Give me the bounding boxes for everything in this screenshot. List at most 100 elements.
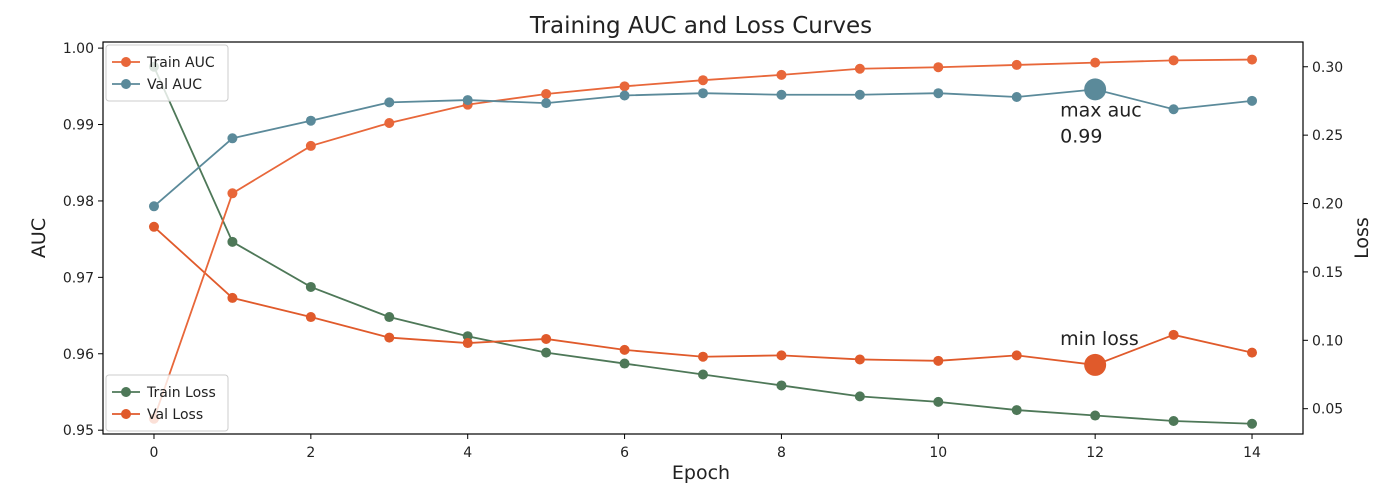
x-tick-label: 0 xyxy=(150,445,159,461)
legend-top-left: Train AUC Val AUC xyxy=(105,44,229,102)
val-auc-point xyxy=(1168,104,1179,115)
annotation-max-auc: max auc 0.99 xyxy=(1060,78,1142,147)
legend-entry-val-loss: Val Loss xyxy=(112,407,203,423)
legend-entry-train-auc: Train AUC xyxy=(112,55,215,71)
right-y-tick-label: 0.30 xyxy=(1312,60,1343,76)
val-auc-point xyxy=(1247,95,1258,106)
train-loss-point xyxy=(384,312,395,323)
annotation-text: min loss xyxy=(1060,328,1139,350)
train-auc-point xyxy=(227,188,238,199)
val-loss-point xyxy=(541,333,552,344)
legend-layer: Train AUC Val AUC Train Loss Val Loss xyxy=(105,44,229,432)
val-loss-point xyxy=(384,332,395,343)
legend-entry-train-loss: Train Loss xyxy=(112,385,216,401)
train-loss-point xyxy=(698,369,708,380)
val-loss-point xyxy=(305,312,316,323)
val-auc-point xyxy=(619,90,630,101)
axes-layer: 0 2 4 6 8 10 12 14 0.95 0.96 0.97 0.98 0.99 1.00 0.05 0… xyxy=(63,41,1343,461)
train-loss-point xyxy=(619,358,630,369)
train-auc-point xyxy=(541,88,552,99)
train-auc-point xyxy=(1011,59,1022,70)
right-y-tick-label: 0.20 xyxy=(1312,197,1343,213)
legend-box xyxy=(105,44,229,102)
train-auc-series xyxy=(148,54,1258,424)
train-loss-point xyxy=(933,396,944,407)
val-loss-point xyxy=(148,221,159,232)
x-tick-label: 4 xyxy=(463,445,472,461)
val-auc-point xyxy=(1011,92,1022,103)
legend-swatch-marker xyxy=(121,387,131,397)
train-auc-point xyxy=(1247,54,1258,65)
x-tick-label: 14 xyxy=(1243,445,1261,461)
val-loss-point xyxy=(776,350,787,361)
val-loss-point xyxy=(619,344,630,355)
train-auc-point xyxy=(384,117,395,128)
left-y-axis-label: AUC xyxy=(28,218,50,258)
legend-bottom-left: Train Loss Val Loss xyxy=(105,374,229,432)
plot-area-frame xyxy=(102,41,1304,435)
train-auc-point xyxy=(698,75,708,86)
val-loss-point xyxy=(1168,329,1179,340)
right-y-tick-label: 0.15 xyxy=(1312,265,1343,281)
val-loss-point xyxy=(933,355,944,366)
val-auc-point xyxy=(698,88,708,99)
val-loss-point xyxy=(462,338,473,349)
train-auc-point xyxy=(305,140,316,151)
left-y-tick-label: 0.95 xyxy=(63,423,94,439)
val-loss-series xyxy=(148,221,1258,370)
annotation-layer: max auc 0.99 min loss xyxy=(1060,78,1142,376)
train-auc-point xyxy=(619,81,630,92)
annotation-marker xyxy=(1084,78,1107,101)
right-y-tick-label: 0.10 xyxy=(1312,333,1343,349)
left-y-tick-label: 0.96 xyxy=(63,347,94,363)
legend-label: Val AUC xyxy=(147,77,202,93)
val-auc-point xyxy=(227,133,238,144)
right-y-tick-label: 0.25 xyxy=(1312,128,1343,144)
train-loss-series xyxy=(148,61,1258,429)
train-loss-point xyxy=(1168,416,1179,427)
val-loss-point xyxy=(1247,347,1258,358)
legend-label: Val Loss xyxy=(147,407,203,423)
legend-entry-val-auc: Val AUC xyxy=(112,77,202,93)
val-auc-point xyxy=(933,88,944,99)
train-auc-point xyxy=(1090,57,1101,68)
train-loss-point xyxy=(1090,410,1101,421)
train-auc-point xyxy=(933,62,944,73)
train-loss-point xyxy=(462,331,473,342)
series-layer xyxy=(148,54,1258,429)
left-y-tick-label: 0.98 xyxy=(63,194,94,210)
train-auc-point xyxy=(854,63,865,74)
annotation-marker xyxy=(1084,353,1107,376)
val-loss-point xyxy=(1011,350,1022,361)
x-tick-label: 2 xyxy=(306,445,315,461)
train-loss-point xyxy=(776,380,787,391)
val-auc-point xyxy=(776,89,787,100)
train-loss-point xyxy=(1011,405,1022,416)
val-auc-point xyxy=(541,98,552,109)
val-auc-point xyxy=(462,95,473,106)
x-tick-label: 10 xyxy=(929,445,947,461)
val-loss-point xyxy=(854,354,865,365)
legend-label: Train AUC xyxy=(146,55,215,71)
val-loss-point xyxy=(227,292,238,303)
annotation-text: 0.99 xyxy=(1060,125,1102,147)
legend-swatch-marker xyxy=(121,57,131,67)
val-auc-point xyxy=(148,201,159,212)
train-loss-point xyxy=(227,236,238,247)
annotation-text: max auc xyxy=(1060,99,1142,121)
x-axis-label: Epoch xyxy=(672,462,730,484)
train-loss-point xyxy=(854,391,865,402)
left-y-tick-label: 1.00 xyxy=(63,41,94,57)
left-y-tick-label: 0.99 xyxy=(63,118,94,134)
x-tick-label: 8 xyxy=(777,445,786,461)
legend-swatch-marker xyxy=(121,409,131,419)
train-loss-point xyxy=(1247,418,1258,429)
right-y-tick-label: 0.05 xyxy=(1312,402,1343,418)
train-auc-point xyxy=(1168,55,1179,66)
legend-box xyxy=(105,374,229,432)
val-auc-point xyxy=(305,115,316,126)
legend-label: Train Loss xyxy=(146,385,216,401)
x-tick-label: 12 xyxy=(1086,445,1104,461)
val-loss-point xyxy=(698,351,708,362)
legend-swatch-marker xyxy=(121,79,131,89)
